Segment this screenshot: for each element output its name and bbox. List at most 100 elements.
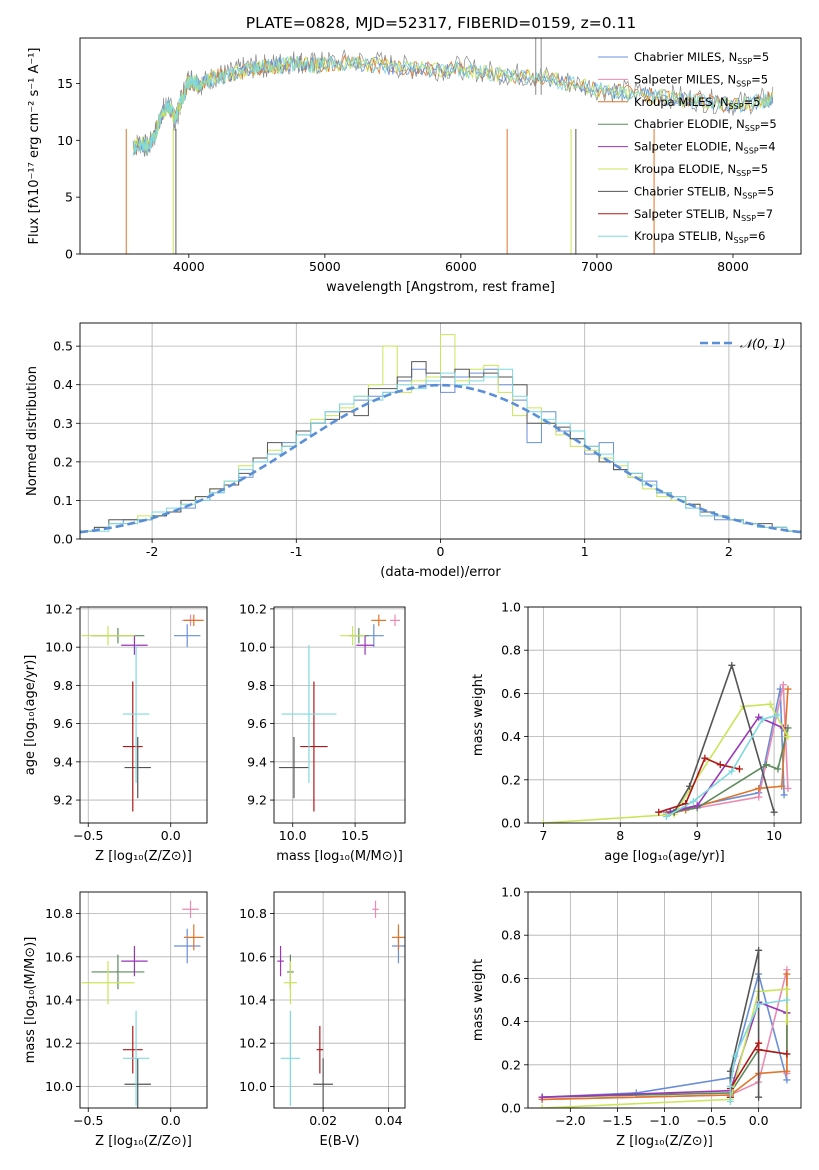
x-tick-label: 0.0 [161,828,181,843]
weight-point-marker [755,946,763,954]
spectrum-plot-area [125,38,774,254]
weight-point-marker [778,782,786,790]
legend-count: =7 [756,207,773,221]
x-tick-label: 0 [437,544,445,559]
legend-label: 𝒩(0, 1) [740,336,786,351]
legend-count: =5 [744,95,761,109]
y-tick-label: 9.8 [53,678,73,693]
legend-label: Kroupa MILES, NSSP=5 [634,95,760,111]
y-tick-label: 0.6 [501,686,521,701]
legend-sub: SSP [745,124,760,133]
weight-point-marker [538,1093,546,1101]
y-tick-label: 15 [57,76,73,91]
y-tick-label: 9.2 [247,793,267,808]
y-tick-label: 0.3 [53,416,73,431]
weight-series-line [543,703,789,823]
weight-point-marker [655,808,663,816]
gaussian-curve [80,383,801,534]
legend-sub: SSP [741,214,756,223]
x-axis-label: Z [log₁₀(Z/Z⊙)] [616,1134,713,1149]
x-tick-label: 10 [766,828,782,843]
y-axis-label: Normed distribution [25,366,40,496]
x-tick-label: 0.0 [749,1113,769,1128]
weight-plot-area [538,946,791,1108]
legend-count: =6 [749,229,766,243]
errorbar-plot-area [81,614,204,812]
y-tick-label: 10.2 [239,1036,267,1051]
histogram-plot-area [80,334,801,539]
axes-frame [79,606,208,824]
weight-plot-area [539,661,792,823]
legend-label: Salpeter ELODIE, NSSP=4 [634,140,776,156]
y-tick-label: 0 [65,247,73,262]
legend-name: Salpeter STELIB, N [634,207,741,221]
x-tick-label: 4000 [173,259,205,274]
legend-count: =5 [751,72,768,86]
weight-point-marker [755,793,763,801]
legend-name: Chabrier ELODIE, N [634,117,745,131]
y-axis-label: age [log₁₀(age/yr)] [23,655,38,776]
legend-count: =5 [751,162,768,176]
y-tick-label: 0.2 [53,454,73,469]
y-tick-label: 10.6 [239,949,267,964]
legend-name: Salpeter ELODIE, N [634,140,744,154]
x-axis-label: (data-model)/error [380,565,501,580]
y-tick-label: 0.8 [501,928,521,943]
weight-vs-age-panel: 7 8 9 10 0.0 0.2 0.4 0.6 0.8 1.0 age [log₁₀(age/yr… [471,600,802,864]
weight-point-marker [784,685,792,693]
weight-point-marker [783,996,791,1004]
spectrum-panel: 4000 5000 6000 7000 8000 0 5 10 15 wavelength [An… [27,37,802,295]
y-tick-label: 10.6 [45,949,73,964]
weight-point-marker [735,765,743,773]
errorbar-plot-area [278,614,401,812]
y-tick-label: 9.4 [53,754,73,769]
weight-point-marker [783,1050,791,1058]
weight-point-marker [689,797,697,805]
x-tick-label: 8000 [717,259,749,274]
weight-series-line [673,662,775,813]
legend-name: Kroupa ELODIE, N [634,162,736,176]
mass-vs-ebv-panel: 0.02 0.04 10.0 10.2 10.4 10.6 10.8 E(B-V) [239,891,406,1149]
y-tick-label: 9.8 [247,678,267,693]
legend-name: Salpeter MILES, N [634,72,736,86]
legend-sub: SSP [736,169,751,178]
y-axis-label: mass [log₁₀(M/M⊙)] [23,937,38,1064]
y-tick-label: 10.2 [45,1036,73,1051]
x-tick-label: −1.5 [602,1113,632,1128]
legend-name: Chabrier MILES, N [634,50,737,64]
x-tick-label: 8 [616,828,624,843]
legend-count: =5 [760,117,777,131]
weight-point-marker [539,819,547,823]
weight-point-marker [662,813,670,821]
y-tick-label: 9.4 [247,754,267,769]
y-tick-label: 0.0 [501,1101,521,1116]
x-tick-label: 9 [693,828,701,843]
weight-point-marker [726,1082,734,1090]
weight-series-line [670,716,784,813]
x-tick-label: 7000 [581,259,613,274]
weight-point-marker [784,784,792,792]
residual-histogram-panel: -2 -1 0 1 2 0.0 0.1 0.2 0.3 0.4 0.5 (data-model)/er… [25,322,802,580]
y-tick-label: 0.4 [53,377,73,392]
y-tick-label: 10 [57,133,73,148]
x-axis-label: E(B-V) [319,1134,359,1149]
y-tick-label: 9.6 [247,716,267,731]
x-tick-label: 7 [539,828,547,843]
weight-point-marker [783,985,791,993]
x-axis-label: Z [log₁₀(Z/Z⊙)] [95,849,192,864]
weight-point-marker [685,782,693,790]
x-tick-label: −0.5 [696,1113,726,1128]
legend-label: Chabrier STELIB, NSSP=5 [634,184,774,200]
weight-series-line [666,688,785,813]
y-tick-label: 9.6 [53,716,73,731]
legend-count: =5 [752,50,769,64]
y-tick-label: 1.0 [501,600,521,615]
x-tick-label: 5000 [309,259,341,274]
y-tick-label: 0.5 [53,339,73,354]
weight-point-marker [538,1104,546,1108]
legend-name: Kroupa MILES, N [634,95,729,109]
axes-frame [79,322,802,540]
weight-point-marker [770,808,778,816]
